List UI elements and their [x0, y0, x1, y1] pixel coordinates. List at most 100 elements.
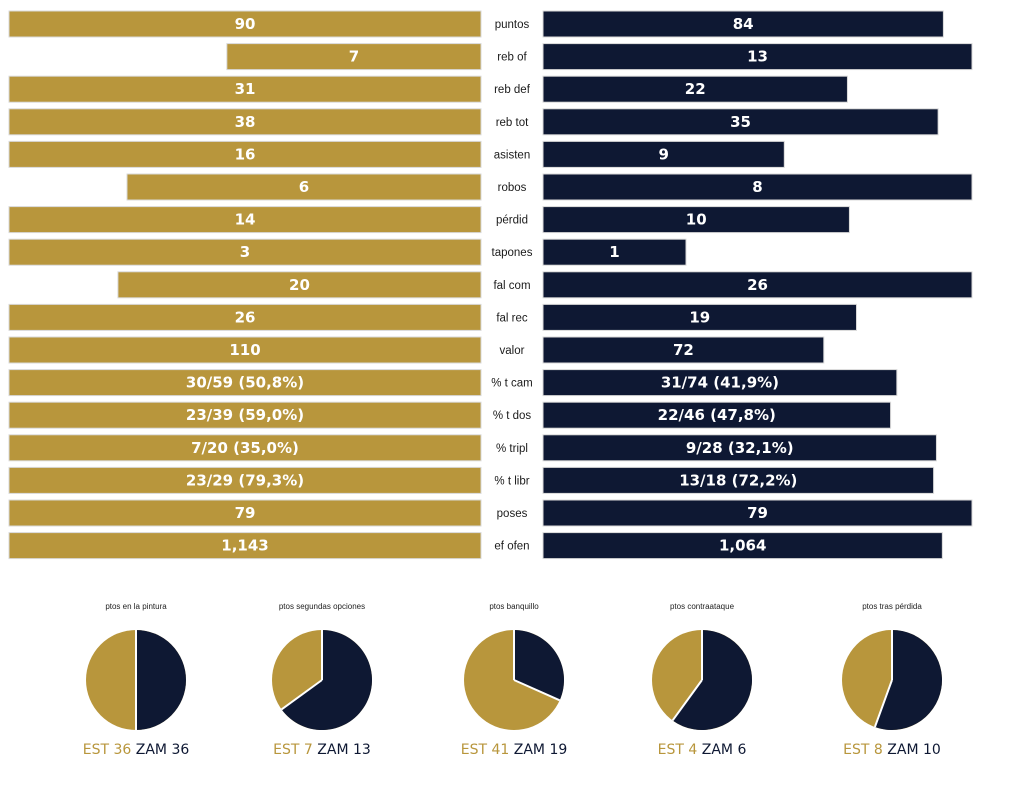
bar-label-est: 79 — [235, 504, 256, 522]
bar-zam — [542, 499, 973, 527]
bar-label-zam: 10 — [686, 211, 707, 229]
pie-caption: EST 41 ZAM 19 — [439, 742, 589, 758]
bar-label-est: 6 — [299, 178, 309, 196]
bar-est — [8, 206, 482, 234]
bar-label-est: 20 — [289, 276, 310, 294]
pie-title: ptos en la pintura — [105, 602, 167, 611]
pie-zam-value: 19 — [549, 742, 568, 758]
category-label: fal rec — [496, 312, 528, 324]
bar-est — [117, 271, 482, 299]
bar-label-est: 7 — [349, 48, 359, 66]
bar-label-zam: 22 — [685, 80, 706, 98]
pie-panel-3: ptos banquillo EST 41 ZAM 19 — [439, 600, 589, 758]
pie-slice-zam — [136, 630, 186, 730]
pie-zam-name: ZAM — [513, 742, 545, 758]
pie-zam-name: ZAM — [887, 742, 919, 758]
bar-label-est: 16 — [235, 145, 256, 163]
pie-chart — [86, 630, 186, 730]
bar-est — [126, 173, 482, 201]
bar-label-zam: 1 — [609, 243, 619, 261]
bar-label-est: 38 — [235, 113, 256, 131]
pie-zam-value: 10 — [923, 742, 941, 758]
bar-est — [8, 532, 482, 560]
bar-label-zam: 84 — [733, 15, 754, 33]
bar-label-zam: 31/74 (41,9%) — [661, 374, 779, 392]
pie-caption: EST 7 ZAM 13 — [247, 742, 397, 758]
category-label: % t cam — [491, 378, 533, 390]
pie-slice-zam — [874, 630, 942, 730]
pie-panel-1: ptos en la pintura EST 36 ZAM 36 — [61, 600, 211, 758]
bar-zam — [542, 238, 687, 266]
bar-zam — [542, 401, 892, 429]
bar-label-est: 7/20 (35,0%) — [191, 439, 299, 457]
bar-label-zam: 22/46 (47,8%) — [658, 406, 776, 424]
pie-zam-value: 6 — [737, 742, 747, 758]
pie-chart — [272, 630, 372, 730]
bar-label-zam: 1,064 — [719, 537, 766, 555]
pie-est-value: 7 — [303, 742, 313, 758]
bar-label-zam: 9 — [658, 145, 668, 163]
pie-caption: EST 36 ZAM 36 — [61, 742, 211, 758]
bar-label-est: 90 — [235, 15, 256, 33]
bar-label-est: 30/59 (50,8%) — [186, 374, 304, 392]
category-label: % t libr — [494, 475, 529, 487]
bar-label-est: 31 — [235, 80, 256, 98]
pie-slice-zam — [672, 630, 752, 730]
pie-title: ptos tras pérdida — [862, 602, 922, 611]
bar-zam — [542, 466, 935, 494]
pie-chart — [464, 630, 564, 730]
bar-label-est: 3 — [240, 243, 250, 261]
pie-zam-name: ZAM — [135, 742, 167, 758]
bar-est — [8, 401, 482, 429]
bar-label-est: 110 — [229, 341, 260, 359]
pie-panel-2: ptos segundas opciones EST 7 ZAM 13 — [247, 600, 397, 758]
category-label: valor — [500, 345, 525, 357]
bar-label-zam: 9/28 (32,1%) — [686, 439, 794, 457]
bar-zam — [542, 532, 943, 560]
pie-zam-value: 13 — [353, 742, 371, 758]
category-label: pérdid — [496, 215, 528, 227]
pie-est-value: 4 — [688, 742, 698, 758]
bar-est — [8, 140, 482, 168]
pie-est-name: EST — [82, 742, 110, 758]
bar-est — [8, 238, 482, 266]
pie-slice-zam — [514, 630, 564, 701]
pie-caption: EST 8 ZAM 10 — [817, 742, 967, 758]
pie-zam-value: 36 — [171, 742, 190, 758]
pie-divider — [280, 679, 323, 711]
pie-title: ptos banquillo — [489, 602, 539, 611]
bar-zam — [542, 434, 937, 462]
pie-est-name: EST — [657, 742, 684, 758]
bar-zam — [542, 140, 785, 168]
pie-divider — [873, 679, 893, 728]
bar-est — [8, 108, 482, 136]
pie-est-name: EST — [273, 742, 300, 758]
bar-zam — [542, 206, 850, 234]
bar-label-zam: 13 — [747, 48, 768, 66]
bar-label-est: 23/39 (59,0%) — [186, 406, 304, 424]
category-label: % tripl — [496, 443, 528, 455]
bar-label-zam: 72 — [673, 341, 694, 359]
bar-zam — [542, 336, 825, 364]
bar-zam — [542, 10, 944, 38]
pie-title: ptos segundas opciones — [278, 602, 366, 611]
category-label: puntos — [495, 19, 530, 31]
category-label: poses — [497, 508, 528, 520]
pie-panel-4: ptos contraataque EST 4 ZAM 6 — [627, 600, 777, 758]
category-label: ef ofen — [494, 541, 529, 553]
bar-est — [8, 336, 482, 364]
category-label: robos — [498, 182, 527, 194]
pie-chart — [842, 630, 942, 730]
pie-panel-5: ptos tras pérdida EST 8 ZAM 10 — [817, 600, 967, 758]
pie-zam-name: ZAM — [317, 742, 349, 758]
pie-chart — [652, 630, 752, 730]
category-label: % t dos — [493, 410, 532, 422]
category-label: asisten — [494, 149, 530, 161]
bar-est — [8, 75, 482, 103]
bar-zam — [542, 173, 973, 201]
bar-zam — [542, 75, 848, 103]
bar-label-zam: 8 — [752, 178, 762, 196]
pie-divider — [513, 679, 561, 702]
bar-est — [8, 369, 482, 397]
